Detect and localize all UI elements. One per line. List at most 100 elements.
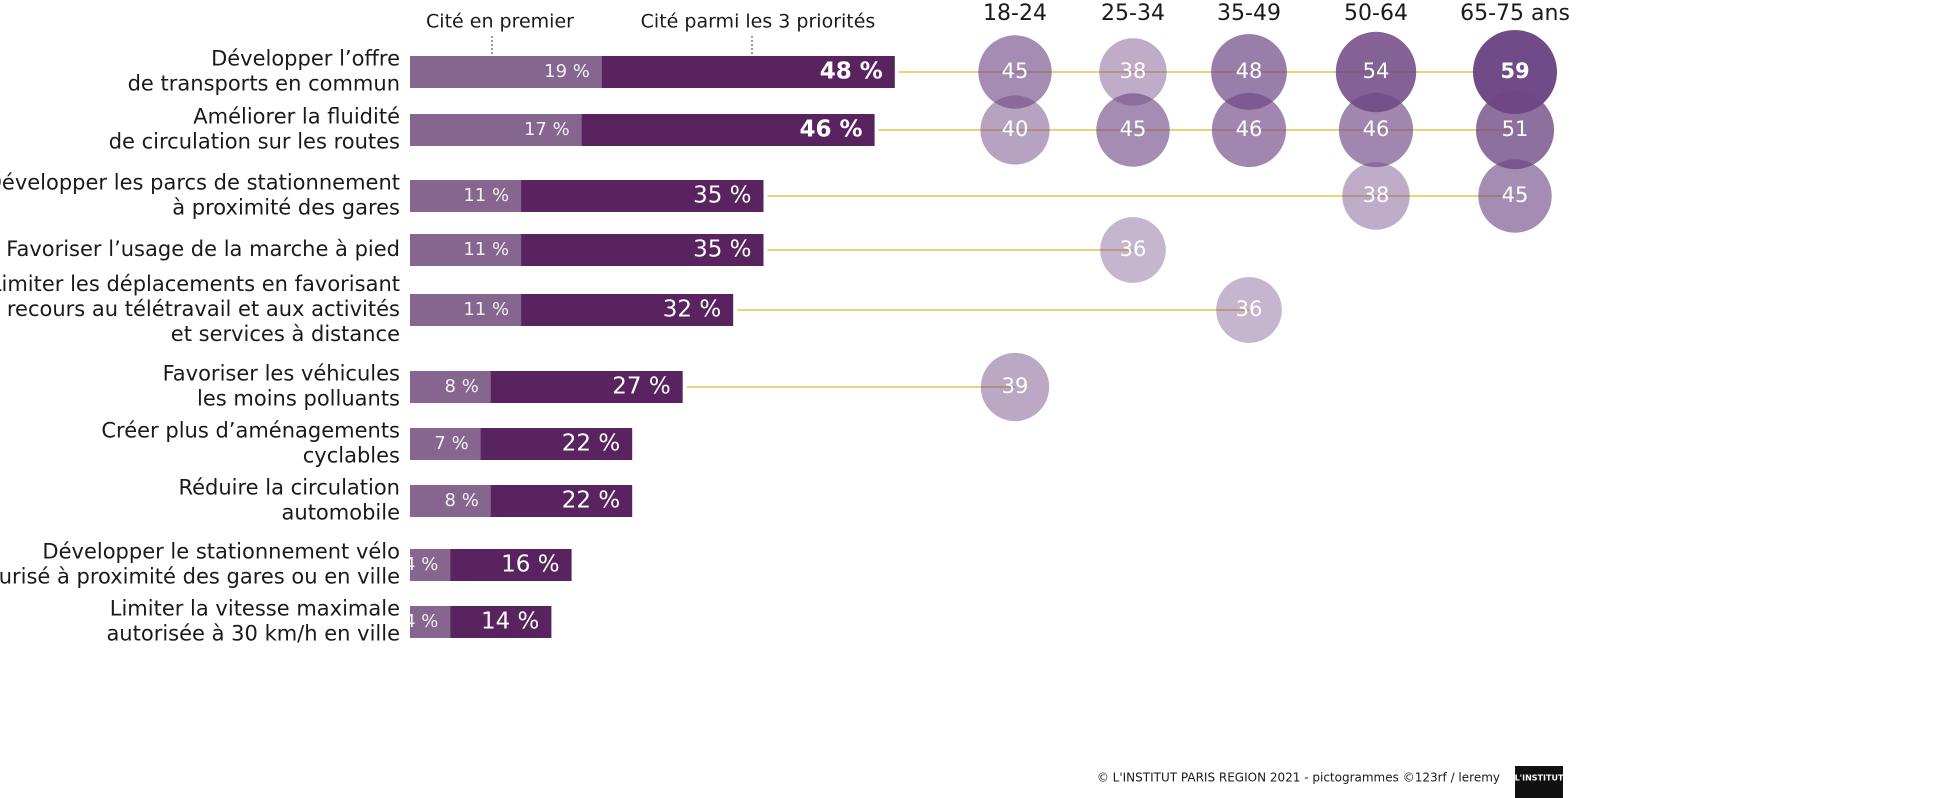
value-label: 8 %: [445, 376, 479, 397]
bubble: [1211, 34, 1287, 110]
bubble-label: 48: [1236, 59, 1263, 83]
logo: L'INSTITUT: [1515, 774, 1564, 783]
value-label: 22 %: [562, 488, 620, 514]
category-line: cyclables: [303, 444, 400, 468]
bubble-label: 51: [1502, 117, 1529, 141]
category-line: Développer le stationnement vélo: [42, 540, 400, 564]
bubble: [1342, 162, 1410, 230]
value-label: 48 %: [820, 59, 883, 85]
category-line: sécurisé à proximité des gares ou en vil…: [0, 565, 400, 589]
value-label: 11 %: [463, 239, 509, 260]
column-header: 65-75 ans: [1460, 1, 1570, 26]
category-line: le recours au télétravail et aux activit…: [0, 297, 400, 321]
bubble: [1335, 31, 1417, 113]
category-label: Créer plus d’aménagements cyclables: [101, 419, 400, 468]
value-label: 35 %: [693, 183, 751, 209]
category-line: Limiter les déplacements en favorisant: [0, 272, 400, 296]
bubble-label: 38: [1363, 183, 1390, 207]
bar-first: [410, 549, 451, 581]
bubble: [1100, 217, 1166, 283]
value-label: 46 %: [800, 117, 863, 143]
bar-first: [410, 606, 451, 638]
bubble-label: 40: [1002, 117, 1029, 141]
category-line: automobile: [282, 501, 400, 525]
bar-first: [410, 294, 522, 326]
bubble: [980, 352, 1050, 422]
value-label: 19 %: [544, 61, 590, 82]
category-label: Limiter la vitesse maximale autorisée à 3…: [106, 597, 400, 646]
category-label: Développer l’offre de transports en commu…: [128, 47, 400, 96]
category-label: Réduire la circulation automobile: [178, 476, 400, 525]
column-header: 18-24: [983, 1, 1047, 26]
bubble: [1099, 38, 1167, 106]
category-line: Développer l’offre: [211, 47, 400, 71]
value-label: 16 %: [501, 552, 559, 578]
value-label: 7 %: [434, 433, 468, 454]
value-label: 8 %: [445, 490, 479, 511]
bubble-label: 54: [1363, 59, 1390, 83]
category-line: les moins polluants: [197, 387, 400, 411]
bubble-label: 46: [1236, 117, 1263, 141]
value-label: 11 %: [463, 299, 509, 320]
column-header: 25-34: [1101, 1, 1165, 26]
category-line: à proximité des gares: [172, 196, 400, 220]
bubble: [1211, 92, 1287, 168]
value-label: 14 %: [481, 609, 539, 635]
category-line: de circulation sur les routes: [109, 130, 400, 154]
category-line: autorisée à 30 km/h en ville: [106, 622, 400, 646]
bubble: [1472, 29, 1558, 115]
bubble: [980, 95, 1050, 165]
legend-label: Cité en premier: [426, 11, 574, 33]
value-label: 4 %: [404, 554, 438, 575]
logo-box: [1515, 766, 1563, 798]
footer-credit: © L'INSTITUT PARIS REGION 2021 - pictogr…: [1097, 771, 1500, 785]
category-line: et services à distance: [171, 322, 400, 346]
bar-first: [410, 371, 491, 403]
bubble: [1475, 90, 1555, 170]
value-label: 17 %: [524, 119, 570, 140]
value-label: 11 %: [463, 185, 509, 206]
value-label: 4 %: [404, 611, 438, 632]
category-line: Améliorer la fluidité: [193, 105, 400, 129]
value-label: 35 %: [693, 237, 751, 263]
bubble: [1096, 93, 1170, 167]
category-label: Limiter les déplacements en favorisant le…: [0, 272, 400, 346]
category-line: Développer les parcs de stationnement: [0, 171, 400, 195]
bubble-label: 59: [1500, 59, 1529, 83]
bubble-label: 45: [1502, 183, 1529, 207]
bubble: [1338, 92, 1414, 168]
bar-first: [410, 56, 602, 88]
category-line: Créer plus d’aménagements: [101, 419, 400, 443]
bubble: [978, 35, 1052, 109]
bar-first: [410, 428, 481, 460]
value-label: 27 %: [612, 374, 670, 400]
bubble-label: 45: [1002, 59, 1029, 83]
category-label: Améliorer la fluidité de circulation sur …: [109, 105, 400, 154]
bubble-label: 46: [1363, 117, 1390, 141]
bubble-label: 36: [1120, 237, 1147, 261]
bubble-label: 36: [1236, 297, 1263, 321]
bubble: [1478, 159, 1552, 233]
category-line: de transports en commun: [128, 72, 400, 96]
bar-first: [410, 485, 491, 517]
column-header: 35-49: [1217, 1, 1281, 26]
bar-first: [410, 114, 582, 146]
category-line: Favoriser les véhicules: [163, 362, 400, 386]
legend-label: Cité parmi les 3 priorités: [641, 11, 876, 33]
bar-first: [410, 234, 522, 266]
bar-first: [410, 180, 522, 212]
category-line: Réduire la circulation: [178, 476, 400, 500]
category-label: Développer le stationnement vélo sécurisé…: [0, 540, 400, 589]
bubble: [1216, 277, 1282, 343]
category-label: Favoriser l’usage de la marche à pied: [6, 237, 400, 261]
bubble-label: 39: [1002, 374, 1029, 398]
value-label: 22 %: [562, 431, 620, 457]
bubble-label: 45: [1120, 117, 1147, 141]
category-line: Favoriser l’usage de la marche à pied: [6, 237, 400, 261]
category-label: Développer les parcs de stationnement à p…: [0, 171, 400, 220]
column-header: 50-64: [1344, 1, 1408, 26]
category-line: Limiter la vitesse maximale: [110, 597, 400, 621]
value-label: 32 %: [663, 297, 721, 323]
category-label: Favoriser les véhicules les moins polluan…: [163, 362, 400, 411]
